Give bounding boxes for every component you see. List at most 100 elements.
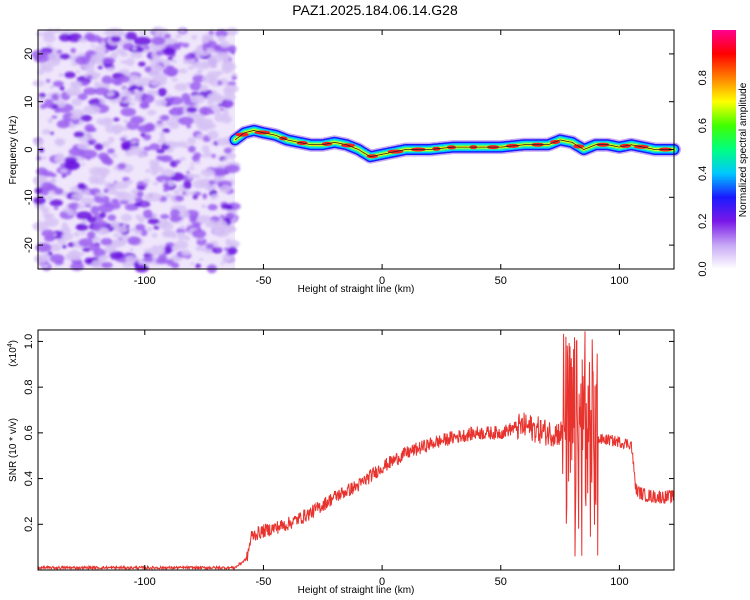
top-y-tick-label: 0 bbox=[23, 146, 35, 152]
noise-speckle bbox=[221, 158, 227, 162]
noise-speckle bbox=[195, 263, 201, 269]
noise-speckle bbox=[215, 29, 228, 38]
noise-speckle bbox=[120, 86, 126, 90]
noise-speckle bbox=[143, 45, 150, 50]
top-x-tick-label: 0 bbox=[379, 275, 385, 287]
noise-speckle bbox=[187, 145, 196, 153]
noise-speckle bbox=[107, 214, 117, 222]
noise-speckle bbox=[95, 192, 101, 196]
noise-speckle bbox=[93, 195, 110, 204]
noise-speckle bbox=[155, 175, 170, 183]
noise-speckle bbox=[37, 97, 45, 103]
top-x-tick-label: 50 bbox=[495, 275, 507, 287]
colorbar-tick-label: 0.6 bbox=[697, 118, 709, 133]
noise-speckle bbox=[68, 123, 76, 129]
noise-speckle bbox=[201, 145, 210, 153]
top-x-tick-label: -100 bbox=[134, 275, 156, 287]
noise-speckle bbox=[190, 94, 206, 104]
bottom-y-tick-label: 0.8 bbox=[23, 379, 35, 394]
noise-speckle bbox=[46, 184, 58, 191]
noise-speckle bbox=[44, 235, 55, 242]
noise-speckle bbox=[100, 237, 113, 246]
noise-speckle bbox=[93, 81, 101, 86]
noise-speckle bbox=[84, 124, 95, 133]
noise-speckle bbox=[113, 181, 129, 190]
noise-speckle bbox=[174, 240, 189, 250]
noise-speckle bbox=[56, 49, 63, 55]
noise-speckle bbox=[94, 143, 104, 151]
noise-speckle bbox=[157, 138, 167, 144]
noise-speckle bbox=[200, 84, 209, 92]
noise-speckle bbox=[58, 33, 72, 42]
noise-speckle bbox=[129, 227, 136, 232]
noise-speckle bbox=[89, 141, 94, 145]
noise-speckle bbox=[111, 153, 118, 158]
noise-speckle bbox=[124, 252, 128, 256]
noise-speckle bbox=[78, 37, 88, 43]
noise-speckle bbox=[162, 47, 176, 56]
noise-speckle bbox=[68, 54, 78, 62]
noise-speckle bbox=[186, 106, 198, 113]
noise-speckle bbox=[179, 156, 186, 162]
noise-speckle bbox=[190, 262, 195, 266]
noise-speckle bbox=[83, 132, 92, 140]
noise-speckle bbox=[201, 204, 207, 209]
noise-speckle bbox=[129, 45, 145, 54]
noise-speckle bbox=[77, 224, 83, 228]
noise-speckle bbox=[217, 80, 223, 86]
noise-speckle bbox=[90, 205, 100, 215]
noise-speckle bbox=[42, 212, 55, 219]
noise-speckle bbox=[165, 141, 172, 146]
noise-speckle bbox=[78, 238, 94, 247]
noise-speckle bbox=[151, 213, 157, 218]
noise-speckle bbox=[207, 204, 218, 211]
noise-speckle bbox=[77, 93, 88, 101]
noise-speckle bbox=[191, 63, 200, 68]
noise-speckle bbox=[145, 169, 151, 174]
chart-title: PAZ1.2025.184.06.14.G28 bbox=[292, 2, 458, 18]
noise-speckle bbox=[220, 261, 225, 265]
noise-speckle bbox=[148, 159, 161, 166]
noise-speckle bbox=[107, 148, 115, 154]
bottom-x-tick-label: 100 bbox=[610, 576, 628, 588]
noise-speckle bbox=[215, 247, 223, 251]
noise-speckle bbox=[139, 101, 150, 109]
noise-speckle bbox=[47, 53, 64, 62]
noise-speckle bbox=[35, 182, 42, 188]
noise-speckle bbox=[121, 143, 131, 151]
noise-speckle bbox=[144, 66, 152, 73]
noise-speckle bbox=[142, 209, 153, 219]
noise-speckle bbox=[41, 129, 51, 135]
noise-speckle bbox=[120, 107, 137, 117]
noise-speckle bbox=[139, 31, 146, 35]
noise-speckle bbox=[84, 257, 93, 265]
noise-speckle bbox=[114, 225, 128, 233]
noise-speckle bbox=[77, 143, 91, 150]
noise-speckle bbox=[204, 186, 214, 191]
noise-speckle bbox=[192, 229, 207, 239]
noise-speckle bbox=[37, 68, 45, 75]
noise-speckle bbox=[166, 69, 178, 77]
noise-speckle bbox=[120, 60, 128, 64]
noise-speckle bbox=[174, 83, 188, 92]
noise-speckle bbox=[134, 264, 149, 273]
noise-speckle bbox=[33, 196, 46, 205]
noise-speckle bbox=[209, 63, 218, 69]
noise-speckle bbox=[175, 195, 184, 202]
noise-speckle bbox=[103, 28, 117, 37]
top-x-axis-label: Height of straight line (km) bbox=[298, 284, 415, 295]
noise-speckle bbox=[69, 81, 78, 88]
noise-speckle bbox=[75, 55, 90, 65]
noise-speckle bbox=[38, 147, 45, 153]
noise-speckle bbox=[192, 174, 201, 179]
noise-speckle bbox=[91, 44, 96, 48]
noise-speckle bbox=[167, 180, 175, 187]
noise-speckle bbox=[179, 210, 190, 219]
colorbar-tick-label: 0.8 bbox=[697, 70, 709, 85]
noise-speckle bbox=[192, 179, 207, 189]
noise-speckle bbox=[159, 155, 173, 163]
noise-speckle bbox=[219, 52, 230, 59]
noise-speckle bbox=[137, 81, 147, 87]
noise-speckle bbox=[33, 138, 45, 145]
noise-speckle bbox=[80, 197, 95, 205]
